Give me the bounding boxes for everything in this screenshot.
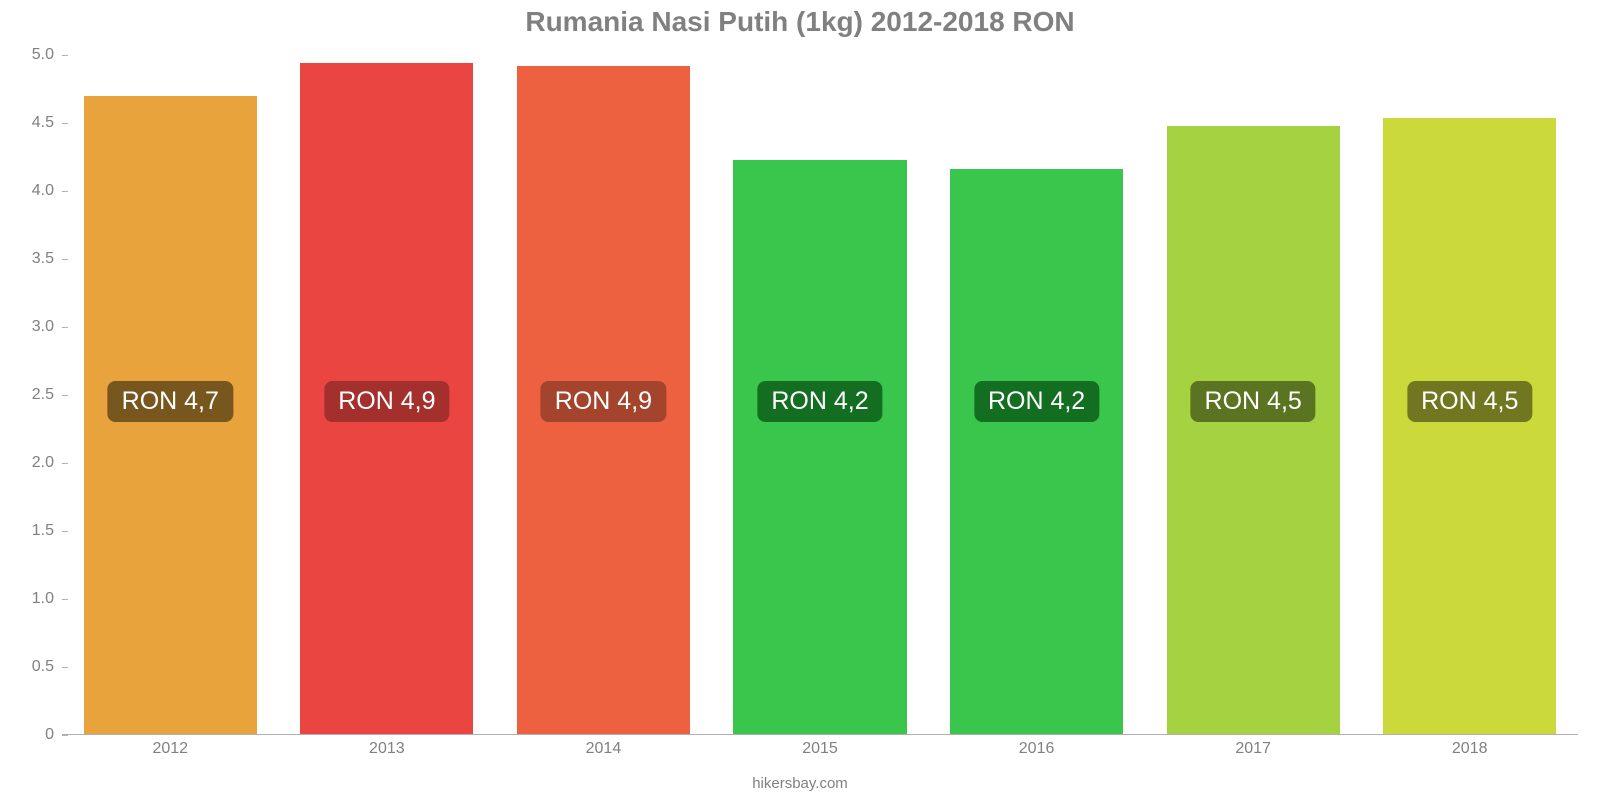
x-tick-label: 2018 [1370, 740, 1570, 758]
y-tick-label: 4.5 [8, 114, 54, 132]
bar-value-label: RON 4,2 [757, 381, 882, 422]
y-tick-label: 2.0 [8, 454, 54, 472]
y-tick-mark [62, 463, 68, 464]
y-tick-mark [62, 55, 68, 56]
bar-slot: RON 4,9 [495, 55, 712, 735]
y-tick-label: 0 [8, 726, 54, 744]
y-tick-mark [62, 531, 68, 532]
bar-value-label: RON 4,7 [108, 381, 233, 422]
bar: RON 4,2 [950, 169, 1123, 735]
y-tick-mark [62, 599, 68, 600]
y-tick-label: 3.5 [8, 250, 54, 268]
bar-slot: RON 4,9 [279, 55, 496, 735]
x-axis-line [62, 734, 1578, 735]
bar: RON 4,2 [733, 160, 906, 735]
bar: RON 4,5 [1383, 118, 1556, 735]
y-tick-mark [62, 259, 68, 260]
bar-value-label: RON 4,5 [1191, 381, 1316, 422]
y-tick-mark [62, 327, 68, 328]
bar-slot: RON 4,7 [62, 55, 279, 735]
y-tick-label: 0.5 [8, 658, 54, 676]
x-tick-label: 2016 [937, 740, 1137, 758]
bar-slot: RON 4,2 [712, 55, 929, 735]
bar-slot: RON 4,5 [1145, 55, 1362, 735]
bar-slot: RON 4,5 [1361, 55, 1578, 735]
bar: RON 4,9 [517, 66, 690, 735]
y-tick-label: 4.0 [8, 182, 54, 200]
y-tick-mark [62, 123, 68, 124]
x-tick-label: 2015 [720, 740, 920, 758]
bar: RON 4,5 [1167, 126, 1340, 735]
x-tick-label: 2013 [287, 740, 487, 758]
chart-container: Rumania Nasi Putih (1kg) 2012-2018 RON R… [0, 0, 1600, 800]
attribution-text: hikersbay.com [0, 775, 1600, 792]
y-tick-mark [62, 735, 68, 736]
y-tick-mark [62, 667, 68, 668]
bar: RON 4,7 [84, 96, 257, 735]
bar: RON 4,9 [300, 63, 473, 735]
chart-title: Rumania Nasi Putih (1kg) 2012-2018 RON [0, 6, 1600, 38]
y-tick-mark [62, 395, 68, 396]
y-tick-mark [62, 191, 68, 192]
plot-area: RON 4,7 RON 4,9 RON 4,9 RON 4,2 RON 4,2 RON 4… [62, 55, 1578, 735]
bars-group: RON 4,7 RON 4,9 RON 4,9 RON 4,2 RON 4,2 RON 4… [62, 55, 1578, 735]
bar-slot: RON 4,2 [928, 55, 1145, 735]
y-tick-label: 1.0 [8, 590, 54, 608]
bar-value-label: RON 4,5 [1407, 381, 1532, 422]
y-tick-label: 1.5 [8, 522, 54, 540]
bar-value-label: RON 4,9 [324, 381, 449, 422]
x-tick-label: 2017 [1153, 740, 1353, 758]
bar-value-label: RON 4,9 [541, 381, 666, 422]
bar-value-label: RON 4,2 [974, 381, 1099, 422]
y-tick-label: 5.0 [8, 46, 54, 64]
x-tick-label: 2014 [503, 740, 703, 758]
y-tick-label: 3.0 [8, 318, 54, 336]
y-tick-label: 2.5 [8, 386, 54, 404]
x-tick-label: 2012 [70, 740, 270, 758]
